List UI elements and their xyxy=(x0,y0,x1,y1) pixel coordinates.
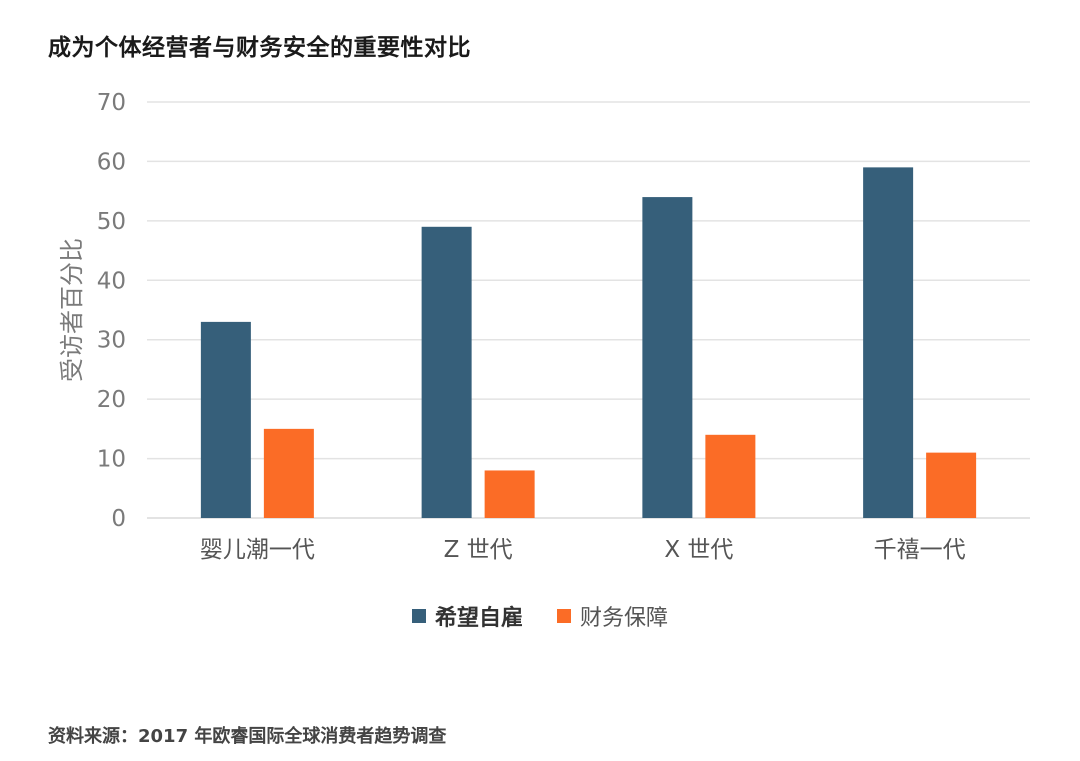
bars xyxy=(200,167,977,519)
y-tick-label: 10 xyxy=(97,447,126,473)
bar-series-1 xyxy=(926,452,977,518)
legend-label-series-1: 财务保障 xyxy=(580,606,669,631)
y-tick-label: 0 xyxy=(111,506,126,532)
x-tick-label: 婴儿潮一代 xyxy=(200,537,315,563)
x-tick-label: 千禧一代 xyxy=(874,537,966,563)
legend-item-series-0: 希望自雇 xyxy=(411,600,523,632)
x-tick-label: X 世代 xyxy=(664,537,733,563)
bar-series-1 xyxy=(484,470,535,518)
legend-swatch-series-1 xyxy=(557,609,571,623)
y-tick-label: 60 xyxy=(97,149,126,175)
bar-series-1 xyxy=(705,434,756,518)
chart-legend: 希望自雇 财务保障 xyxy=(0,600,1080,632)
source-note: 资料来源：2017 年欧睿国际全球消费者趋势调查 xyxy=(48,726,447,747)
bar-series-0 xyxy=(863,167,914,518)
y-tick-label: 40 xyxy=(97,268,126,294)
legend-label-series-0: 希望自雇 xyxy=(434,606,523,631)
legend-swatch-series-0 xyxy=(411,609,426,623)
y-tick-label: 70 xyxy=(97,90,126,116)
bar-series-0 xyxy=(200,321,251,518)
y-tick-label: 30 xyxy=(97,328,126,354)
bar-series-0 xyxy=(642,197,693,519)
bar-series-1 xyxy=(263,428,314,518)
y-axis-ticks: 0 10 20 30 40 50 60 70 xyxy=(97,90,126,532)
x-tick-label: Z 世代 xyxy=(444,537,513,563)
chart-title: 成为个体经营者与财务安全的重要性对比 xyxy=(48,35,471,61)
y-tick-label: 20 xyxy=(97,387,126,413)
y-tick-label: 50 xyxy=(97,209,126,235)
x-axis-ticks: 婴儿潮一代 Z 世代 X 世代 千禧一代 xyxy=(200,537,966,563)
bar-series-0 xyxy=(421,226,472,519)
y-axis-label: 受访者百分比 xyxy=(58,238,86,382)
legend-item-series-1: 财务保障 xyxy=(557,600,668,632)
